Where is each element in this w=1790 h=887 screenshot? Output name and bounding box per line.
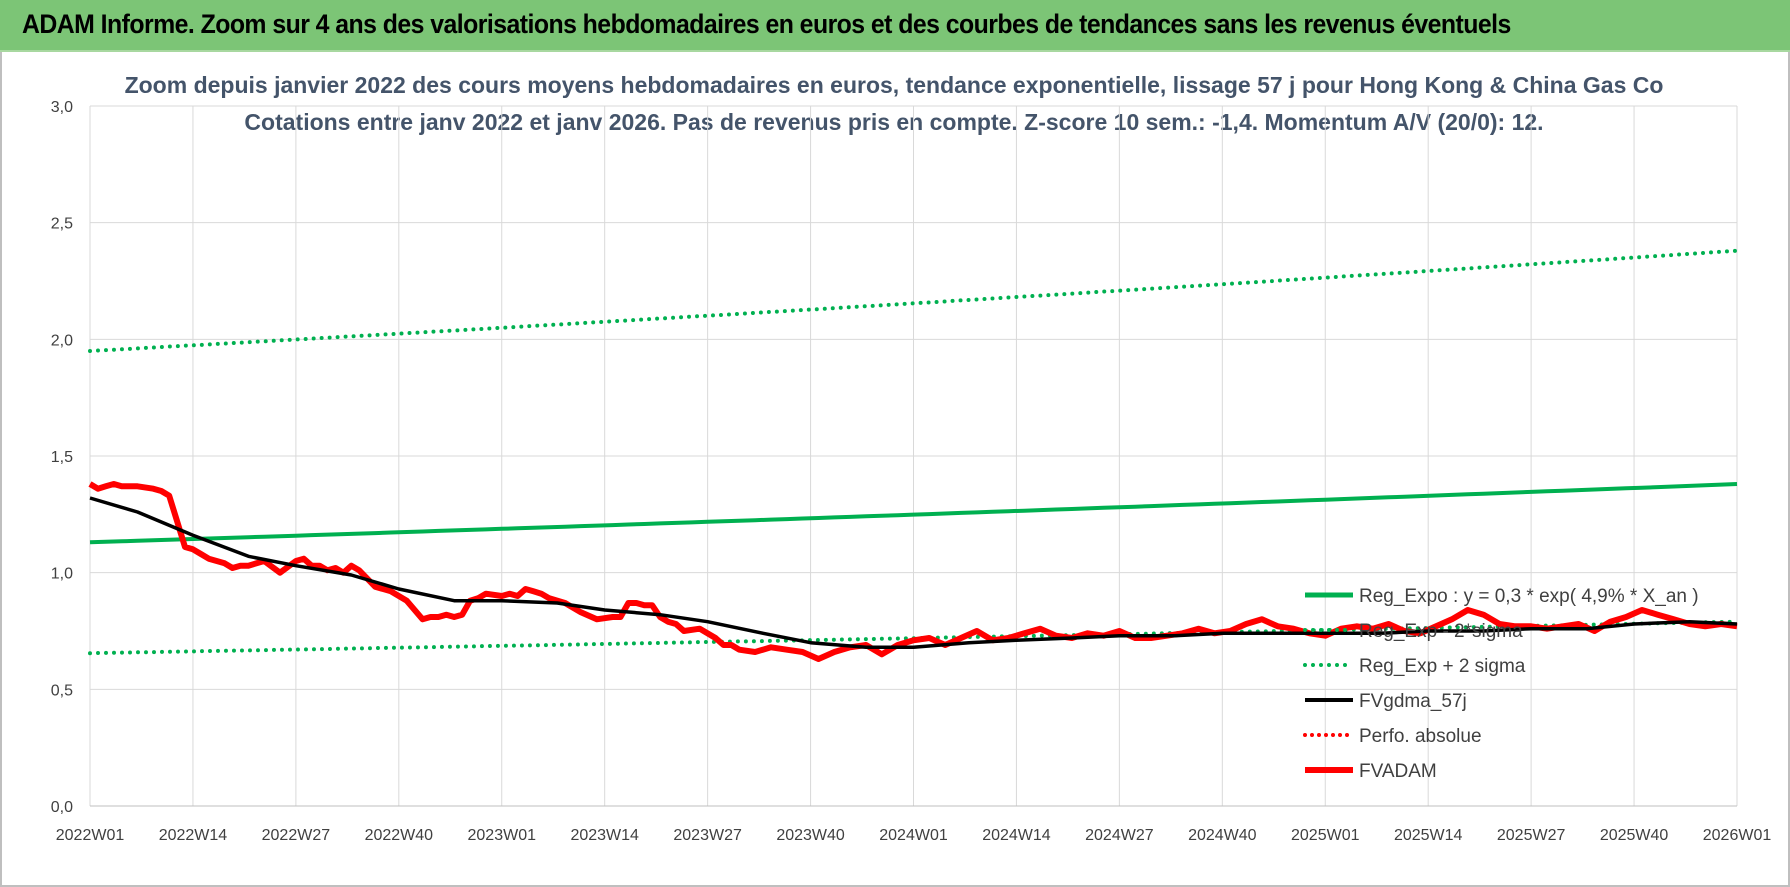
legend-label: FVgdma_57j — [1359, 691, 1467, 712]
report-banner: ADAM Informe. Zoom sur 4 ans des valoris… — [0, 0, 1790, 52]
x-tick-label: 2023W27 — [673, 827, 742, 844]
x-tick-label: 2023W01 — [468, 827, 537, 844]
y-tick-label: 1,5 — [51, 449, 73, 466]
legend-label: Reg_Expo : y = 0,3 * exp( 4,9% * X_an ) — [1359, 586, 1699, 607]
x-tick-label: 2022W27 — [262, 827, 331, 844]
series-line-fvadam — [88, 481, 1738, 662]
series-line-reg-plus — [88, 248, 1739, 353]
chart-subtitle: Cotations entre janv 2022 et janv 2026. … — [244, 109, 1543, 135]
series-line-fvgdma — [89, 496, 1738, 650]
x-tick-label: 2025W14 — [1394, 827, 1463, 844]
x-tick-label: 2025W27 — [1497, 827, 1566, 844]
x-tick-label: 2023W14 — [570, 827, 639, 844]
x-tick-label: 2026W01 — [1703, 827, 1772, 844]
legend-label: FVADAM — [1359, 761, 1437, 782]
x-tick-label: 2022W01 — [56, 827, 125, 844]
legend-label: Perfo. absolue — [1359, 726, 1482, 747]
x-axis: 2022W01 2022W14 2022W27 2022W40 2023W01 2023W… — [56, 805, 1772, 844]
x-tick-label: 2024W27 — [1085, 827, 1154, 844]
legend-label: Reg_Exp - 2*sigma — [1359, 621, 1523, 642]
y-tick-label: 3,0 — [51, 99, 73, 116]
x-tick-label: 2022W14 — [159, 827, 228, 844]
report-title: ADAM Informe. Zoom sur 4 ans des valoris… — [22, 9, 1511, 39]
chart-legend: Reg_Expo : y = 0,3 * exp( 4,9% * X_an ) R… — [1303, 586, 1699, 782]
chart-series — [88, 248, 1739, 662]
series-line-reg-expo — [89, 482, 1738, 545]
y-tick-label: 1,0 — [51, 566, 73, 583]
x-tick-label: 2024W40 — [1188, 827, 1257, 844]
x-tick-label: 2023W40 — [776, 827, 845, 844]
x-tick-label: 2024W01 — [879, 827, 948, 844]
y-axis: 0,0 0,5 1,0 1,5 2,0 2,5 3,0 — [51, 99, 73, 816]
x-tick-label: 2025W01 — [1291, 827, 1360, 844]
x-tick-label: 2025W40 — [1600, 827, 1669, 844]
legend-label: Reg_Exp + 2 sigma — [1359, 656, 1526, 677]
chart-title: Zoom depuis janvier 2022 des cours moyen… — [125, 72, 1664, 98]
y-tick-label: 0,0 — [51, 799, 73, 816]
x-tick-label: 2024W14 — [982, 827, 1051, 844]
y-tick-label: 2,0 — [51, 332, 73, 349]
y-tick-label: 0,5 — [51, 682, 73, 699]
chart-grid — [89, 105, 1738, 807]
x-tick-label: 2022W40 — [365, 827, 434, 844]
y-tick-label: 2,5 — [51, 216, 73, 233]
